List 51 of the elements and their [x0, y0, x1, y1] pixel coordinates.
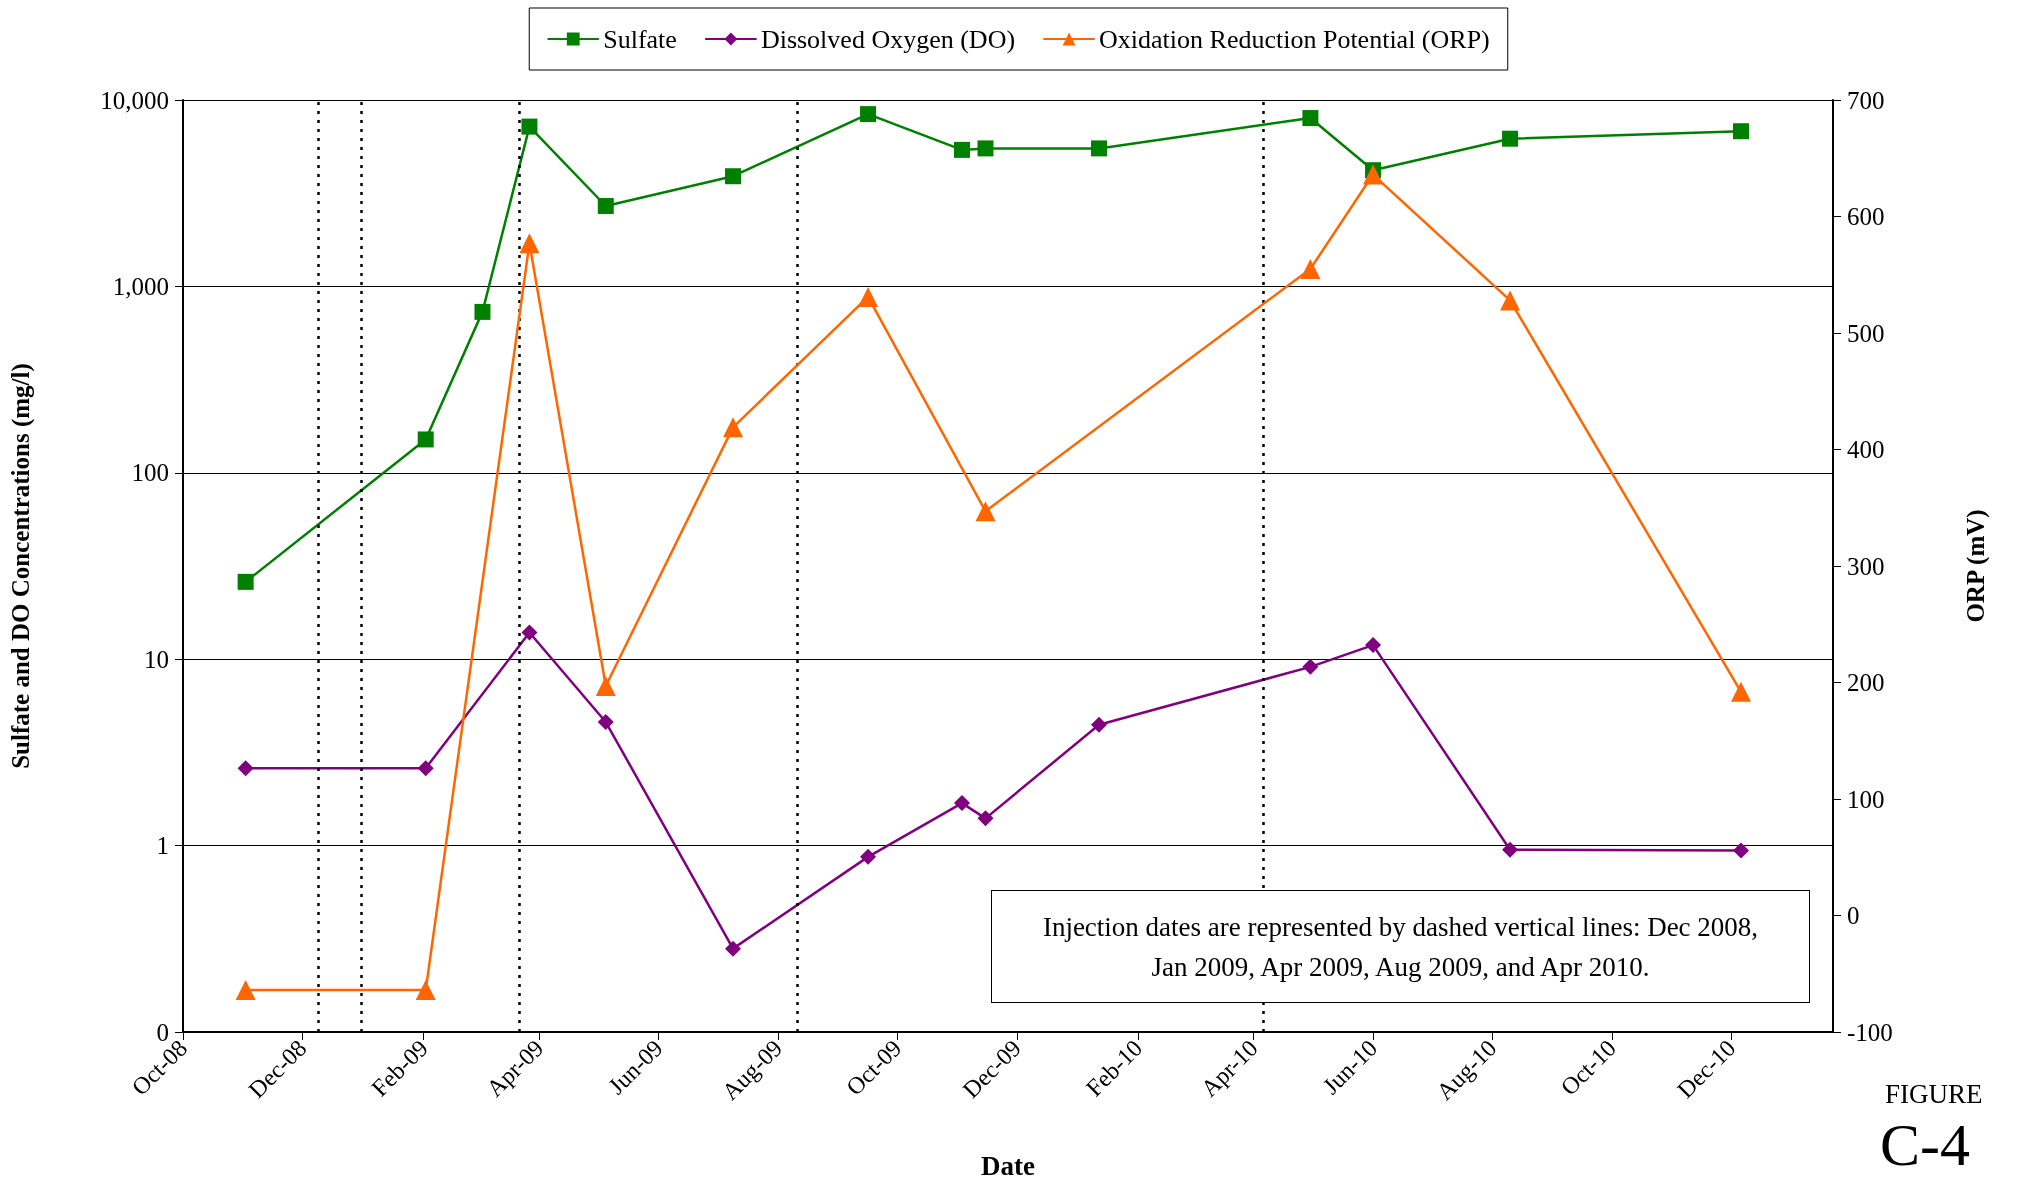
annotation: Injection dates are represented by dashed vertical lines: Dec 2008, Jan 2009, Apr 2009, Aug 2009, and Apr 2010.: [1041, 910, 1760, 984]
y2-tick-label: 0: [1847, 902, 1860, 929]
text: FIGURE: [1885, 1078, 1983, 1109]
point: [1502, 841, 1519, 858]
point: [474, 303, 491, 320]
point: [860, 848, 877, 865]
y2-tick-label: 500: [1847, 319, 1885, 347]
y-tick-label: 1,000: [112, 272, 169, 300]
y2-tick-label: 100: [1847, 785, 1885, 813]
text: C-4: [1880, 1112, 1970, 1178]
point: [1302, 110, 1319, 127]
y2-tick-label: 300: [1847, 552, 1885, 580]
point: [977, 810, 994, 827]
point: [521, 624, 538, 641]
point: [597, 197, 614, 214]
y-tick-label: 100: [131, 459, 169, 487]
legend-label: Sulfate: [603, 24, 677, 54]
point: [521, 118, 538, 135]
point: [1091, 716, 1108, 733]
y2-tick-label: 600: [1847, 203, 1885, 230]
note-box: Injection dates are represented by dashed vertical lines: Dec 2008, Jan 2009, Apr 2009, Aug 2009, and Apr 2010.: [991, 890, 1810, 1003]
point: [1733, 842, 1750, 859]
y2-tick-label: 700: [1847, 86, 1885, 114]
y2-tick-label: 400: [1847, 436, 1885, 463]
point: [1091, 140, 1108, 157]
point: [417, 431, 434, 448]
point: [1733, 123, 1750, 140]
point: [597, 714, 614, 731]
point: [954, 141, 970, 158]
point: [237, 573, 254, 590]
point: [725, 168, 741, 185]
point: [977, 140, 994, 157]
point: [954, 795, 970, 812]
legend-label: Oxidation Reduction Potential (ORP): [1099, 24, 1490, 54]
y-tick-label: 0: [156, 1018, 169, 1046]
y-tick-label: 10: [144, 645, 169, 673]
point: [725, 940, 741, 957]
y-tick-label: 10,000: [100, 86, 169, 114]
y-axis-title: Sulfate and DO Concentrations (mg/l): [7, 363, 35, 769]
legend-label: Dissolved Oxygen (DO): [760, 24, 1016, 54]
point: [237, 760, 254, 777]
y2-tick-label: -100: [1847, 1018, 1893, 1046]
y2-axis-title: ORP (mV): [1962, 509, 1990, 623]
y2-tick-label: 200: [1847, 669, 1885, 696]
y-tick-label: 1: [156, 832, 169, 860]
point: [1365, 637, 1382, 654]
point: [1302, 658, 1319, 675]
point: [417, 760, 434, 777]
point: [860, 106, 877, 123]
x-axis-title: Date: [981, 1150, 1035, 1181]
point: [1502, 130, 1519, 147]
